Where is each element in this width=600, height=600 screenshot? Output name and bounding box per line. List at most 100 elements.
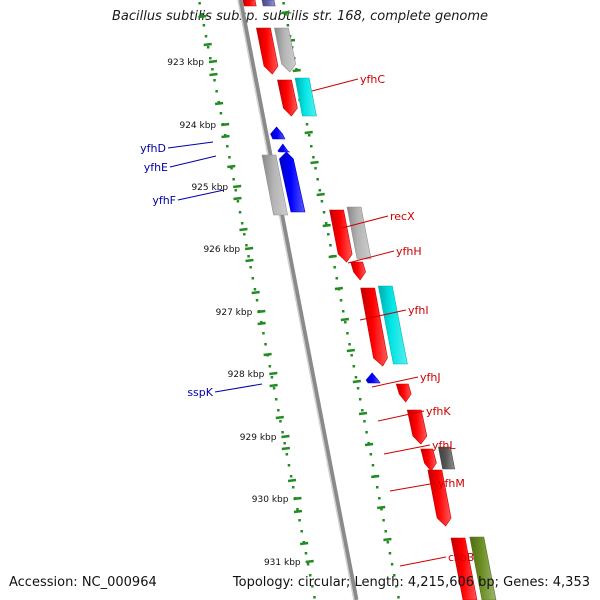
reverse-tick-dot	[200, 13, 204, 16]
reverse-tick-dot	[236, 200, 240, 203]
forward-tick-dot	[307, 134, 311, 137]
forward-major-tick	[334, 286, 344, 291]
forward-major-tick	[316, 192, 325, 197]
kbp-label: 929 kbp	[240, 433, 277, 443]
reverse-tick-dot	[281, 431, 284, 434]
forward-tick-dot	[314, 167, 317, 170]
forward-tick-dot	[388, 552, 392, 555]
reverse-tick-dot	[238, 211, 242, 214]
leader-line-yfhH	[347, 250, 395, 264]
gene-label-yfhM: yfhM	[438, 477, 465, 490]
map-title: Bacillus subtilis subsp. subtilis str. 1…	[111, 9, 489, 24]
forward-tick-dot	[375, 486, 379, 489]
forward-major-tick	[371, 474, 380, 479]
reverse-major-tick	[269, 383, 278, 388]
forward-major-tick	[310, 160, 319, 165]
forward-tick-dot	[363, 420, 366, 423]
forward-tick-dot	[390, 563, 394, 566]
forward-tick-dot	[369, 453, 373, 456]
gene-label-yfhD: yfhD	[140, 142, 166, 155]
reverse-tick-dot	[247, 255, 250, 258]
reverse-tick-dot	[285, 453, 289, 456]
forward-tick-dot	[386, 541, 390, 544]
forward-tick-dot	[352, 365, 356, 368]
reverse-tick-dot	[202, 24, 206, 27]
forward-tick-dot	[322, 211, 326, 214]
forward-tick-dot	[392, 574, 396, 577]
forward-tick-dot	[282, 2, 285, 5]
gene-label-yfhH: yfhH	[396, 245, 422, 258]
kbp-tick	[305, 559, 314, 564]
forward-major-tick	[292, 68, 301, 73]
forward-tick-dot	[358, 398, 362, 401]
kbp-label: 925 kbp	[191, 183, 228, 193]
gene-csbB-forward	[450, 537, 478, 600]
kbp-tick	[232, 184, 242, 189]
reverse-tick-dot	[230, 167, 233, 170]
reverse-tick-dot	[228, 156, 231, 159]
kbp-tick	[208, 59, 218, 64]
forward-tick-dot	[384, 530, 387, 533]
leader-line-yfhD	[167, 141, 214, 149]
gene-yfhH-forward	[350, 261, 366, 281]
kbp-tick	[281, 434, 290, 439]
reverse-major-tick	[227, 164, 236, 169]
forward-tick-dot	[295, 68, 298, 71]
reverse-major-tick	[293, 509, 303, 514]
topology-label: Topology: circular; Length: 4,215,606 bp…	[232, 575, 590, 590]
forward-tick-dot	[284, 13, 288, 16]
reverse-tick-dot	[217, 101, 221, 104]
forward-tick-dot	[382, 519, 385, 522]
gene-label-yfhL: yfhL	[432, 439, 456, 452]
reverse-tick-dot	[277, 409, 280, 412]
reverse-tick-dot	[268, 365, 272, 368]
reverse-major-tick	[203, 42, 212, 47]
forward-major-tick	[304, 130, 313, 135]
kbp-label: 923 kbp	[167, 58, 204, 68]
reverse-major-tick	[251, 290, 260, 295]
reverse-major-tick	[275, 415, 284, 420]
gene-label-csbB: csbB	[448, 551, 474, 564]
leader-line-csbB	[399, 556, 447, 567]
forward-major-tick	[340, 317, 350, 322]
leader-line-sspK	[214, 383, 263, 393]
reverse-tick-dot	[198, 2, 201, 5]
gene-label-yfhF: yfhF	[152, 194, 176, 207]
kbp-label: 924 kbp	[179, 121, 216, 131]
forward-tick-dot	[378, 497, 381, 500]
forward-tick-dot	[327, 233, 330, 236]
gene-recX-forward	[329, 209, 353, 263]
reverse-tick-dot	[304, 552, 308, 555]
forward-tick-dot	[371, 464, 375, 467]
reverse-tick-dot	[291, 486, 295, 489]
kbp-label: 931 kbp	[264, 558, 301, 568]
kbp-tick	[269, 371, 278, 376]
forward-major-tick	[322, 223, 331, 228]
cog-block	[469, 536, 497, 600]
reverse-tick-dot	[253, 288, 257, 291]
forward-tick-dot	[380, 508, 383, 511]
gene-yfhF-reverse	[279, 151, 306, 213]
kbp-tick	[293, 496, 302, 501]
reverse-major-tick	[257, 321, 266, 326]
forward-tick-dot	[286, 24, 290, 27]
backbone-line	[237, 0, 359, 600]
gene-sspK-reverse	[365, 372, 381, 384]
forward-tick-dot	[346, 332, 349, 335]
reverse-tick-dot	[270, 376, 274, 379]
reverse-tick-dot	[264, 343, 267, 346]
cog-block	[377, 285, 408, 365]
reverse-tick-dot	[226, 145, 229, 148]
forward-major-tick	[281, 10, 290, 15]
reverse-tick-dot	[211, 68, 214, 71]
gene-block-forward	[242, 0, 257, 7]
forward-tick-dot	[354, 376, 358, 379]
gene-label-yfhI: yfhI	[408, 304, 429, 317]
gene-features	[242, 0, 497, 600]
gene-label-yfhK: yfhK	[426, 405, 451, 418]
gene-yfhI-forward	[360, 287, 388, 367]
gene-label-yfhC: yfhC	[360, 73, 385, 86]
gene-labels: yfhC recX yfhH yfhI yfhJ yfhK yfhL yfhM csbB yfhD…	[140, 73, 474, 567]
reverse-major-tick	[221, 134, 230, 139]
reverse-tick-dot	[311, 585, 314, 588]
